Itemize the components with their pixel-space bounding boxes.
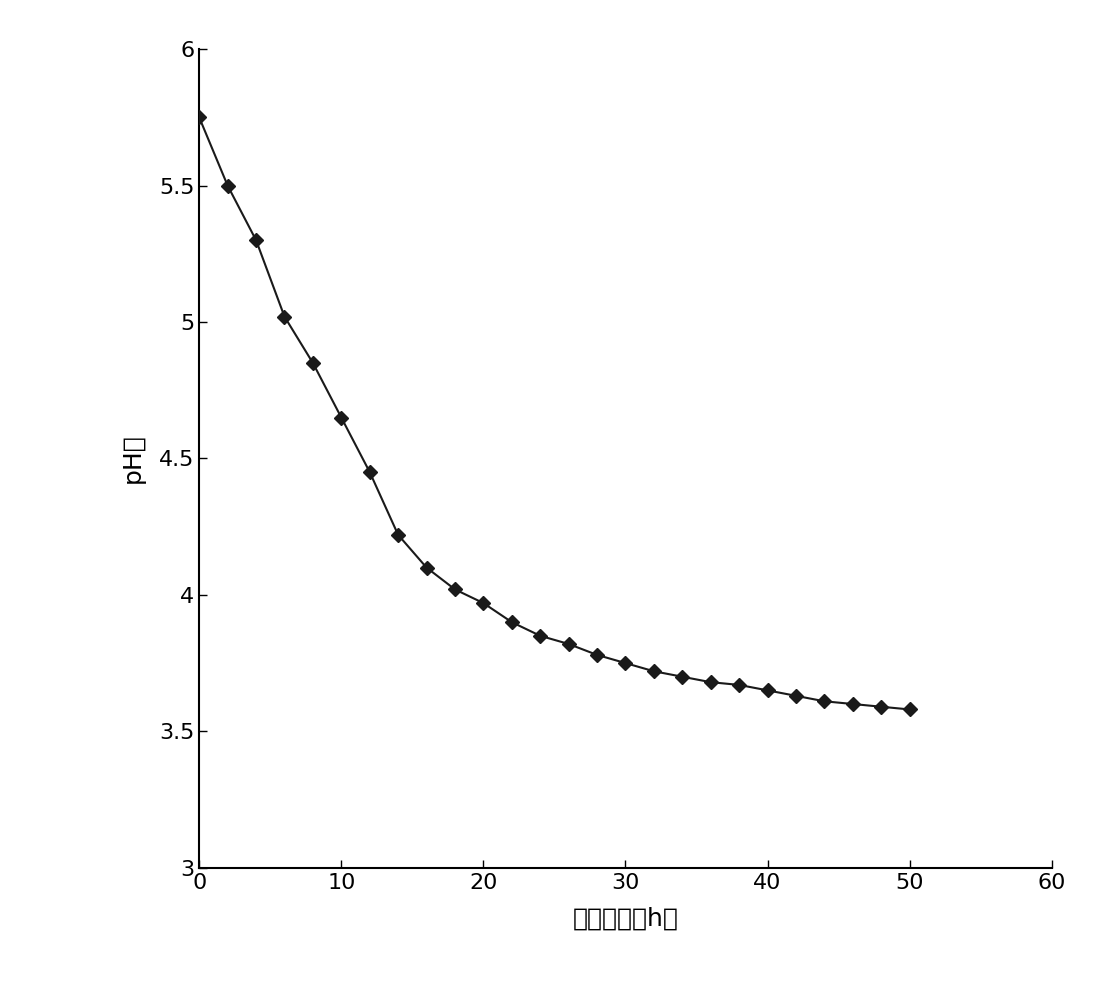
X-axis label: 发酵时间（h）: 发酵时间（h）	[572, 906, 679, 931]
Y-axis label: pH値: pH値	[121, 434, 145, 483]
